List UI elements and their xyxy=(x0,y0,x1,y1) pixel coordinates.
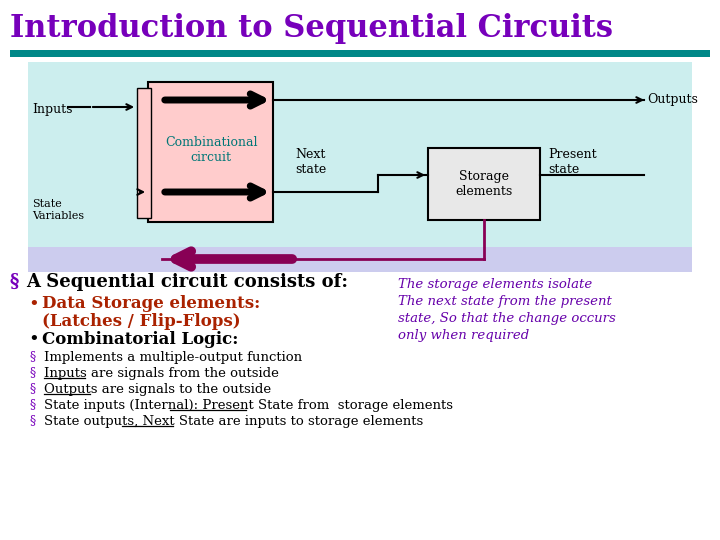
Text: Introduction to Sequential Circuits: Introduction to Sequential Circuits xyxy=(10,12,613,44)
Bar xyxy=(148,82,273,222)
Text: •: • xyxy=(28,295,39,313)
Text: Storage
elements: Storage elements xyxy=(455,170,513,198)
Text: only when required: only when required xyxy=(398,329,529,342)
Text: Data Storage elements:: Data Storage elements: xyxy=(42,295,260,313)
Text: Combinational
circuit: Combinational circuit xyxy=(165,136,257,164)
Text: Inputs: Inputs xyxy=(32,104,73,117)
Text: §: § xyxy=(10,273,19,291)
Text: Next
state: Next state xyxy=(295,148,326,176)
Bar xyxy=(28,247,692,272)
Text: The storage elements isolate: The storage elements isolate xyxy=(398,278,593,291)
Bar xyxy=(428,148,540,220)
Text: Inputs are signals from the outside: Inputs are signals from the outside xyxy=(44,367,279,380)
Text: State outputs, Next State are inputs to storage elements: State outputs, Next State are inputs to … xyxy=(44,415,423,428)
Bar xyxy=(10,50,710,57)
Text: Implements a multiple-output function: Implements a multiple-output function xyxy=(44,350,302,363)
Text: §: § xyxy=(30,367,36,380)
Text: Outputs: Outputs xyxy=(647,93,698,106)
Text: §: § xyxy=(30,399,36,411)
Text: State
Variables: State Variables xyxy=(32,199,84,221)
Text: state, So that the change occurs: state, So that the change occurs xyxy=(398,312,616,325)
Text: Combinatorial Logic:: Combinatorial Logic: xyxy=(42,330,238,348)
Text: A Sequential circuit consists of:: A Sequential circuit consists of: xyxy=(26,273,348,291)
Text: State inputs (Internal): Present State from  storage elements: State inputs (Internal): Present State f… xyxy=(44,399,453,411)
Text: §: § xyxy=(30,350,36,363)
Text: §: § xyxy=(30,382,36,395)
Text: Present
state: Present state xyxy=(548,148,597,176)
Bar xyxy=(28,62,692,247)
Bar xyxy=(137,88,151,218)
Text: §: § xyxy=(30,415,36,428)
Text: •: • xyxy=(28,330,39,348)
Text: Outputs are signals to the outside: Outputs are signals to the outside xyxy=(44,382,271,395)
Text: The next state from the present: The next state from the present xyxy=(398,295,612,308)
Text: (Latches / Flip-Flops): (Latches / Flip-Flops) xyxy=(42,313,240,329)
